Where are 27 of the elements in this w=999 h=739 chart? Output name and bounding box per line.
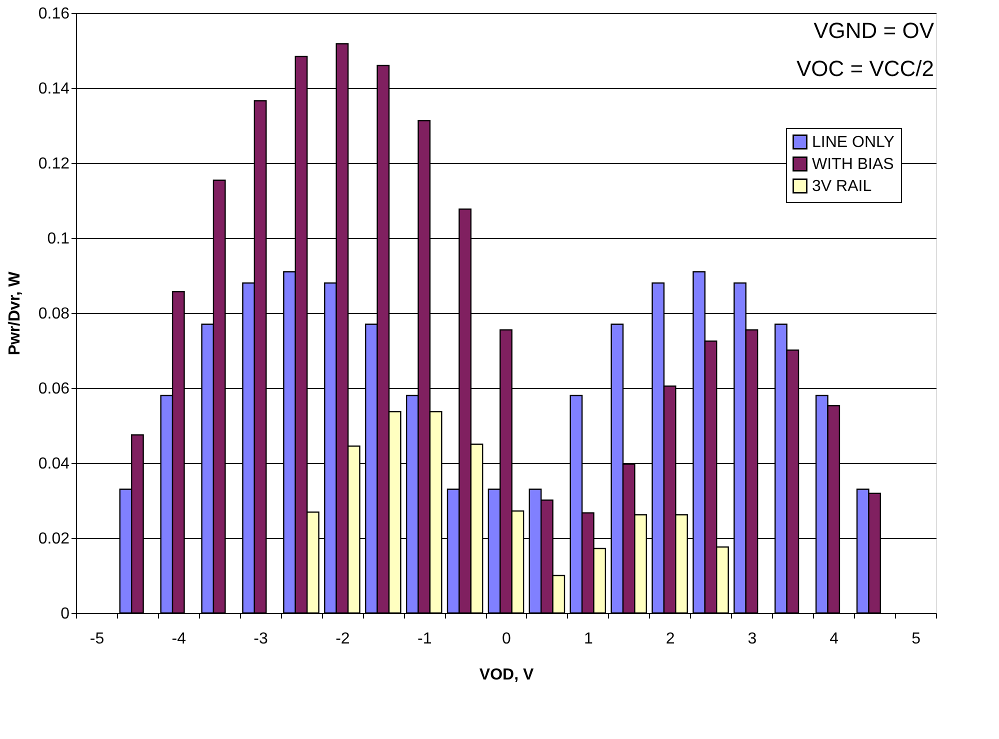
y-tick-label: 0.06 <box>38 380 70 398</box>
y-tick-label: 0 <box>60 606 70 622</box>
x-axis-title: VOD, V <box>479 666 534 684</box>
y-tick-label: 0.1 <box>47 230 70 248</box>
x-tick-label: -3 <box>254 630 268 648</box>
legend-label: LINE ONLY <box>812 134 895 151</box>
legend-label: WITH BIAS <box>812 156 894 173</box>
x-tick-label: -4 <box>172 630 186 648</box>
x-tick-label: 1 <box>584 630 593 648</box>
x-tick-label: 4 <box>830 630 839 648</box>
x-tick-label: 2 <box>666 630 675 648</box>
x-tick-label: -1 <box>417 630 432 648</box>
x-tick-label: 5 <box>912 630 921 648</box>
annotation: VGND = OV <box>814 18 934 43</box>
x-tick-label: -5 <box>90 630 104 648</box>
x-tick-label: -2 <box>336 630 350 648</box>
y-tick-label: 0.16 <box>38 6 70 22</box>
x-tick-label: 0 <box>502 630 512 648</box>
y-tick-label: 0.02 <box>38 530 70 548</box>
annotation: VOC = VCC/2 <box>796 56 934 81</box>
y-axis-title: Pwr/Dvr, W <box>6 270 24 356</box>
y-tick-label: 0.12 <box>38 156 70 172</box>
y-tick-label: 0.04 <box>38 456 70 472</box>
x-tick-label: 3 <box>748 630 757 648</box>
y-tick-label: 0.08 <box>38 306 70 322</box>
y-tick-label: 0.14 <box>38 80 70 98</box>
legend-label: 3V RAIL <box>812 178 872 195</box>
